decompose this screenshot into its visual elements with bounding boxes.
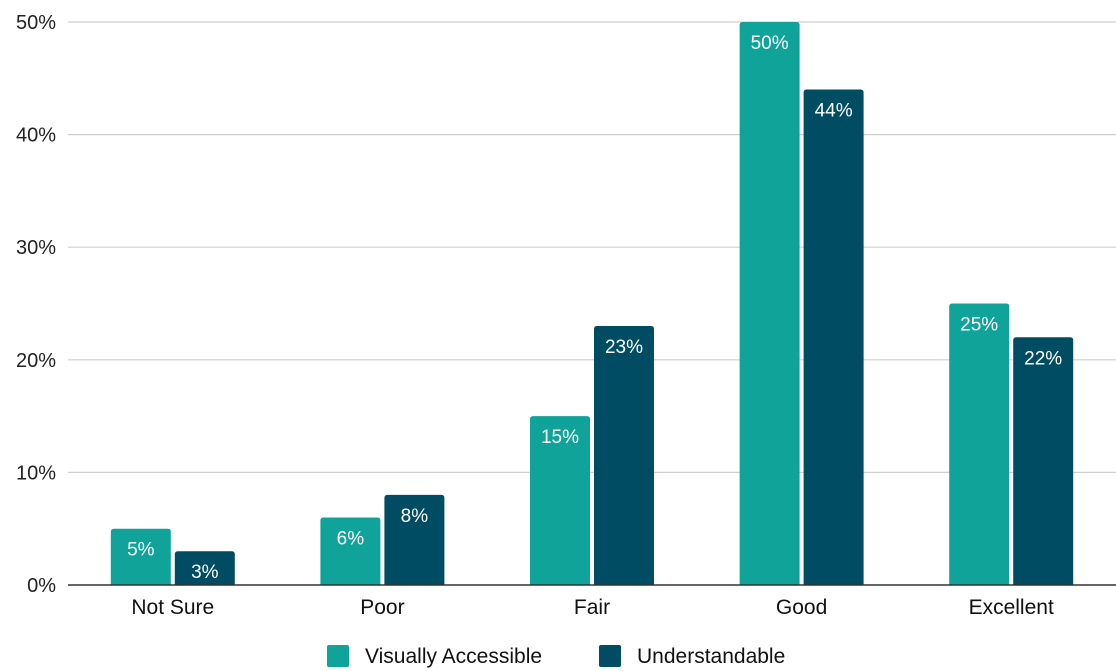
bar-visually-accessible-not-sure: [110, 528, 171, 585]
bar-understandable-not-sure: [174, 551, 235, 585]
data-label-visually-accessible-not-sure: 5%: [127, 540, 155, 561]
bar-visually-accessible-poor: [320, 517, 381, 585]
data-label-visually-accessible-poor: 6%: [337, 528, 365, 549]
legend-swatch-visually-accessible: [327, 645, 349, 667]
y-axis-ticks: 0% 10% 20% 30% 40% 50%: [16, 12, 56, 597]
legend: Visually Accessible Understandable: [327, 645, 785, 668]
data-label-visually-accessible-excellent: 25%: [960, 315, 998, 336]
data-label-understandable-not-sure: 3%: [191, 562, 219, 583]
bar-visually-accessible-excellent: [949, 303, 1010, 585]
y-tick-label: 20%: [16, 350, 56, 372]
y-tick-label: 50%: [16, 12, 56, 34]
legend-swatch-understandable: [599, 645, 621, 667]
data-labels: 5% 3% 6% 8% 15% 23% 50% 44% 25% 22%: [127, 33, 1062, 583]
bar-understandable-poor: [384, 494, 445, 585]
y-tick-label: 40%: [16, 125, 56, 147]
legend-label-understandable: Understandable: [637, 645, 785, 668]
data-label-visually-accessible-good: 50%: [751, 33, 789, 54]
y-tick-label: 10%: [16, 462, 56, 484]
x-category-label-fair: Fair: [574, 596, 610, 619]
x-category-label-not-sure: Not Sure: [131, 596, 214, 619]
gridlines: [68, 21, 1116, 473]
x-axis-categories: Not Sure Poor Fair Good Excellent: [131, 596, 1054, 619]
legend-label-visually-accessible: Visually Accessible: [365, 645, 542, 668]
bar-visually-accessible-fair: [530, 416, 590, 585]
bar-understandable-excellent: [1013, 337, 1074, 585]
data-label-understandable-good: 44%: [815, 101, 853, 122]
data-label-visually-accessible-fair: 15%: [541, 427, 579, 448]
data-label-understandable-fair: 23%: [605, 337, 643, 358]
y-tick-label: 0%: [27, 575, 56, 597]
bar-understandable-fair: [594, 326, 654, 585]
x-category-label-good: Good: [776, 596, 827, 619]
x-category-label-poor: Poor: [360, 596, 404, 619]
x-category-label-excellent: Excellent: [969, 596, 1054, 619]
bars: [110, 22, 1074, 585]
bar-understandable-good: [803, 89, 864, 585]
data-label-understandable-poor: 8%: [401, 506, 429, 527]
data-label-understandable-excellent: 22%: [1024, 348, 1062, 369]
y-tick-label: 30%: [16, 237, 56, 259]
bar-visually-accessible-good: [739, 22, 800, 585]
